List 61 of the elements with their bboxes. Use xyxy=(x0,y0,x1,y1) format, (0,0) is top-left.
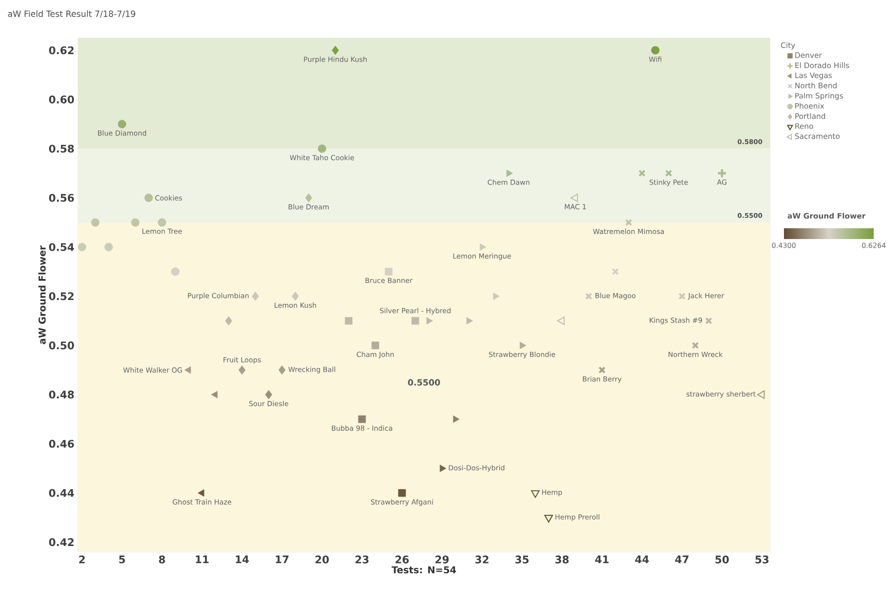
point xyxy=(426,317,433,324)
point xyxy=(384,268,392,276)
point xyxy=(440,464,446,472)
x-tick-label: 53 xyxy=(756,556,768,564)
x-tick-label: 5 xyxy=(119,556,125,564)
x-tick-label: 44 xyxy=(635,556,649,564)
x-tick-label: 29 xyxy=(436,556,449,564)
point xyxy=(344,317,352,325)
point xyxy=(131,218,140,227)
y-tick-label: 0.44 xyxy=(49,488,74,497)
point xyxy=(466,317,473,324)
x-tick-label: 8 xyxy=(159,556,166,564)
point xyxy=(412,317,420,325)
point xyxy=(544,514,553,522)
y-axis-title: aW Ground Flower xyxy=(38,246,46,344)
point xyxy=(171,267,180,276)
y-tick-label: 0.48 xyxy=(49,390,74,399)
y-tick-label: 0.50 xyxy=(49,341,74,350)
point xyxy=(358,415,366,423)
y-tick-label: 0.56 xyxy=(49,194,74,202)
point xyxy=(118,120,126,128)
y-tick-label: 0.62 xyxy=(49,46,74,54)
point xyxy=(453,416,460,423)
y-tick-label: 0.58 xyxy=(49,144,74,153)
x-tick-label: 11 xyxy=(196,556,209,564)
point xyxy=(520,342,526,350)
point xyxy=(692,342,699,349)
point xyxy=(104,242,113,252)
y-tick-label: 0.42 xyxy=(49,538,74,546)
point xyxy=(332,46,339,55)
point xyxy=(612,268,619,276)
y-tick-label: 0.46 xyxy=(49,440,74,448)
point xyxy=(318,144,326,153)
point xyxy=(158,218,166,227)
chart-title: aW Field Test Result 7/18-7/19 xyxy=(8,10,136,18)
point xyxy=(78,242,86,252)
x-tick-label: 35 xyxy=(515,556,529,564)
point xyxy=(651,46,660,54)
y-tick-label: 0.52 xyxy=(49,292,74,300)
x-tick-label: 23 xyxy=(356,556,368,564)
x-tick-label: 32 xyxy=(475,556,488,564)
x-axis-title: Tests: N=54 xyxy=(392,566,456,574)
point xyxy=(372,342,380,350)
y-tick-label: 0.54 xyxy=(49,243,74,251)
x-tick-label: 20 xyxy=(316,556,329,564)
x-tick-label: 26 xyxy=(396,556,409,564)
x-tick-label: 41 xyxy=(595,556,609,564)
point xyxy=(716,168,728,178)
x-tick-label: 50 xyxy=(716,556,729,564)
y-tick-label: 0.60 xyxy=(49,96,74,104)
point xyxy=(506,170,513,177)
point xyxy=(570,194,578,202)
x-tick-label: 38 xyxy=(555,556,569,564)
point xyxy=(480,243,486,251)
x-tick-label: 14 xyxy=(236,556,249,564)
x-tick-label: 47 xyxy=(675,556,688,564)
point xyxy=(91,218,100,227)
point xyxy=(557,316,565,326)
annotation: 0.5500 xyxy=(408,379,440,386)
x-tick-label: 2 xyxy=(79,556,85,564)
x-tick-label: 17 xyxy=(276,556,288,564)
